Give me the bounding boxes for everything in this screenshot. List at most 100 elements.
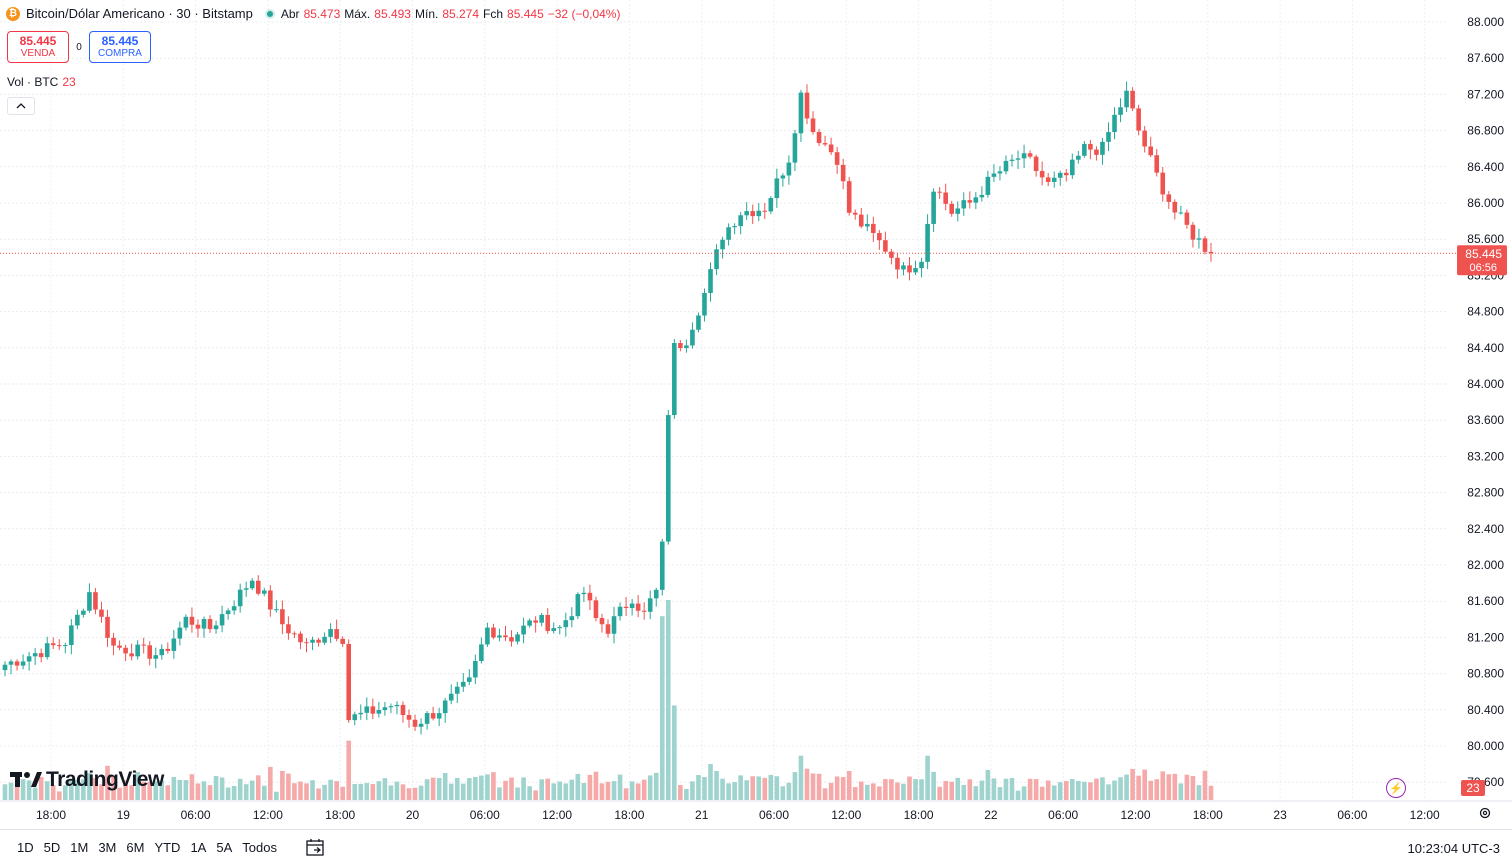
volume-bar bbox=[129, 785, 134, 800]
candle-body bbox=[937, 191, 942, 193]
price-tick-label: 87.600 bbox=[1467, 51, 1504, 65]
volume-bar bbox=[243, 784, 249, 800]
volume-bar bbox=[1178, 783, 1184, 800]
volume-bar bbox=[521, 777, 526, 800]
volume-bar bbox=[1070, 779, 1075, 800]
symbol-title[interactable]: Bitcoin/Dólar Americano · 30 · Bitstamp bbox=[26, 6, 253, 21]
volume-bar bbox=[690, 781, 695, 800]
volume-bar bbox=[883, 779, 888, 800]
candle-body bbox=[533, 620, 538, 623]
volume-bar bbox=[394, 781, 400, 800]
volume-bar bbox=[864, 784, 870, 800]
candle-body bbox=[780, 175, 786, 179]
volume-bar bbox=[1015, 790, 1021, 800]
gear-icon[interactable] bbox=[1478, 806, 1492, 820]
candle-body bbox=[744, 211, 749, 216]
range-5a[interactable]: 5A bbox=[216, 840, 233, 855]
sell-price: 85.445 bbox=[19, 34, 57, 48]
volume-bar bbox=[497, 787, 502, 800]
range-5d[interactable]: 5D bbox=[43, 840, 61, 855]
candle-body bbox=[1076, 155, 1081, 160]
candle-body bbox=[738, 215, 743, 227]
volume-bar bbox=[340, 786, 345, 800]
candle-body bbox=[231, 606, 237, 611]
volume-bar bbox=[629, 781, 635, 800]
volume-bar bbox=[1057, 782, 1063, 800]
candle-body bbox=[1166, 194, 1172, 202]
volume-bar bbox=[1045, 780, 1051, 800]
price-tick-label: 84.800 bbox=[1467, 305, 1504, 319]
bitcoin-icon: ₿ bbox=[6, 6, 20, 21]
candle-body bbox=[1088, 143, 1093, 150]
candle-body bbox=[292, 633, 297, 635]
chevron-up-icon bbox=[16, 103, 26, 109]
volume-bar bbox=[943, 780, 948, 800]
volume-bar bbox=[2, 784, 8, 800]
volume-bar bbox=[99, 784, 104, 800]
price-tick-label: 83.600 bbox=[1467, 413, 1504, 427]
volume-bar bbox=[87, 773, 92, 800]
candle-body bbox=[997, 171, 1003, 174]
range-1m[interactable]: 1M bbox=[70, 840, 89, 855]
candle-body bbox=[201, 619, 207, 629]
bottom-toolbar: 1D 5D 1M 3M 6M YTD 1A 5A Todos 10:23:04 … bbox=[0, 829, 1512, 864]
candle-body bbox=[1021, 153, 1027, 159]
candle-body bbox=[207, 619, 213, 630]
last-volume-tag: 23 bbox=[1461, 780, 1485, 796]
collapse-legend-button[interactable] bbox=[7, 97, 35, 115]
tradingview-logo[interactable]: TradingView bbox=[10, 768, 164, 792]
price-axis[interactable]: 88.000 87.600 87.200 86.800 86.400 86.000 85.6… bbox=[1467, 15, 1504, 789]
volume-bar bbox=[1063, 781, 1069, 800]
candle-body bbox=[38, 653, 44, 658]
volume-bar bbox=[237, 778, 243, 800]
range-1a[interactable]: 1A bbox=[190, 840, 207, 855]
candle-body bbox=[1045, 177, 1051, 182]
candle-body bbox=[382, 707, 388, 711]
candle-body bbox=[473, 660, 478, 678]
sell-button[interactable]: 85.445 VENDA bbox=[7, 31, 69, 63]
candle-body bbox=[973, 197, 979, 203]
volume-bar bbox=[117, 787, 122, 800]
calendar-goto-icon[interactable] bbox=[306, 838, 326, 856]
candle-body bbox=[177, 627, 183, 639]
range-6m[interactable]: 6M bbox=[126, 840, 145, 855]
volume-bar bbox=[249, 780, 255, 800]
candle-body bbox=[527, 620, 532, 626]
volume-bar bbox=[575, 773, 581, 800]
lightning-icon[interactable]: ⚡ bbox=[1386, 778, 1406, 798]
last-price-tag-bg bbox=[1457, 245, 1507, 276]
volume-label: Vol · BTC bbox=[7, 75, 59, 89]
candle-body bbox=[99, 609, 104, 617]
volume-bar bbox=[448, 783, 454, 800]
time-tick-label: 18:00 bbox=[904, 808, 934, 822]
volume-bar bbox=[1154, 779, 1160, 800]
candle-body bbox=[521, 625, 526, 635]
candle-body bbox=[786, 162, 792, 176]
last-volume-value: 23 bbox=[1466, 781, 1480, 795]
buy-button[interactable]: 85.445 COMPRA bbox=[89, 31, 151, 63]
market-status-icon[interactable] bbox=[264, 8, 275, 19]
candle-body bbox=[593, 600, 599, 619]
volume-legend[interactable]: Vol · BTC 23 bbox=[7, 75, 76, 89]
candle-body bbox=[304, 642, 309, 644]
candle-body bbox=[1082, 143, 1087, 156]
candle-body bbox=[69, 625, 74, 646]
volume-bar bbox=[750, 776, 756, 800]
time-tick-label: 12:00 bbox=[253, 808, 283, 822]
range-todos[interactable]: Todos bbox=[242, 840, 277, 855]
volume-bar bbox=[587, 774, 593, 800]
clock-timezone[interactable]: 10:23:04 UTC-3 bbox=[1407, 841, 1501, 856]
volume-bar bbox=[123, 780, 128, 800]
volume-bar bbox=[828, 782, 834, 800]
range-3m[interactable]: 3M bbox=[98, 840, 117, 855]
time-axis[interactable]: 18:00 19 06:00 12:00 18:00 20 06:00 12:00 18:00 2… bbox=[36, 808, 1440, 822]
candle-body bbox=[1118, 107, 1123, 115]
candle-body bbox=[171, 638, 177, 651]
range-ytd[interactable]: YTD bbox=[154, 840, 181, 855]
candle-body bbox=[1124, 90, 1129, 108]
range-1d[interactable]: 1D bbox=[17, 840, 34, 855]
volume-bar bbox=[280, 770, 285, 800]
volume-bar bbox=[430, 777, 436, 800]
volume-bar bbox=[370, 784, 376, 800]
